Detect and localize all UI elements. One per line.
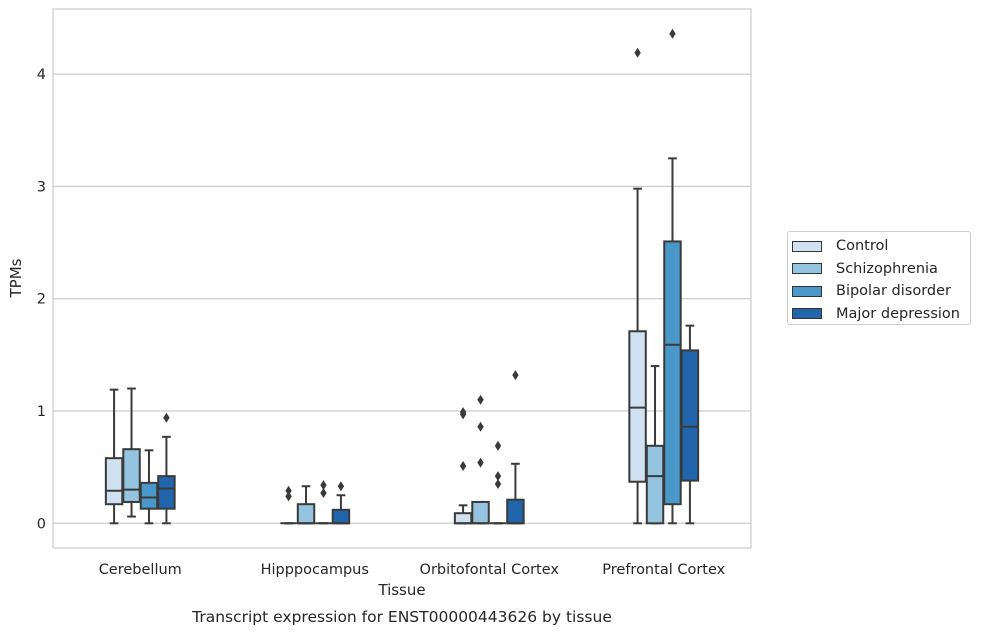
box-schizophrenia: [471, 394, 490, 525]
y-tick-label: 4: [37, 67, 46, 83]
outlier-point: [459, 461, 467, 472]
x-tick-label: Hipppocampus: [261, 562, 369, 578]
outlier-point: [477, 421, 484, 432]
box-schizophrenia: [296, 485, 316, 525]
y-tick-label: 0: [37, 516, 46, 532]
box-body: [680, 349, 700, 482]
x-tick-label: Cerebellum: [99, 562, 182, 578]
box-schizophrenia: [122, 387, 141, 518]
outlier-point: [459, 407, 467, 418]
legend-label: Bipolar disorder: [836, 283, 951, 300]
box-schizophrenia: [645, 365, 665, 525]
legend-swatch: [792, 285, 822, 297]
legend-label: Control: [836, 238, 889, 255]
box-body: [157, 475, 176, 510]
legend: Control Schizophrenia Bipolar disorder Majo…: [787, 231, 971, 325]
box-control: [104, 388, 124, 525]
outlier-point: [320, 487, 327, 498]
y-tick-label: 3: [37, 179, 46, 195]
legend-item: Major depression: [788, 303, 970, 326]
outlier-point: [477, 394, 484, 405]
y-tick-label: 1: [37, 404, 46, 420]
outlier-point: [337, 481, 345, 492]
x-axis-label: Tissue: [377, 581, 425, 599]
box-body: [122, 448, 141, 503]
x-tick-label: Prefrontal Cortex: [602, 562, 725, 578]
outlier-point: [477, 457, 484, 468]
y-tick-labels: 0 1 2 3 4: [37, 67, 46, 532]
box-bipolar-disorder: [489, 440, 507, 525]
y-tick-label: 2: [37, 292, 46, 308]
outlier-point: [320, 480, 327, 491]
box-body: [453, 512, 473, 525]
outlier-point: [634, 47, 641, 58]
box-bipolar-disorder: [139, 449, 159, 525]
box-major-depression: [680, 324, 700, 525]
legend-item: Bipolar disorder: [788, 280, 970, 303]
outlier-point: [669, 28, 676, 39]
box-body: [296, 503, 316, 525]
outlier-point: [512, 370, 519, 381]
x-tick-labels: Cerebellum Hipppocampus Orbitofontal Corte…: [99, 562, 726, 578]
outlier-point: [494, 471, 502, 482]
box-major-depression: [157, 412, 176, 525]
box-bipolar-disorder: [315, 480, 332, 525]
y-axis-label: TPMs: [7, 258, 25, 298]
box-major-depression: [331, 481, 351, 525]
legend-swatch: [792, 263, 822, 275]
box-control: [628, 47, 647, 525]
box-body: [331, 508, 351, 525]
box-body: [139, 481, 159, 510]
outlier-point: [163, 412, 170, 423]
box-body: [471, 500, 490, 525]
outlier-point: [285, 485, 292, 496]
box-body: [628, 330, 647, 483]
legend-item: Schizophrenia: [788, 258, 970, 281]
legend-item: Control: [788, 235, 970, 258]
box-control: [280, 485, 297, 525]
outlier-point: [494, 478, 502, 489]
box-body: [506, 498, 525, 525]
legend-label: Schizophrenia: [836, 260, 938, 277]
legend-swatch: [792, 308, 822, 320]
chart-title: Transcript expression for ENST0000044362…: [191, 608, 612, 626]
box-major-depression: [506, 370, 525, 525]
box-body: [645, 444, 665, 525]
box-body: [104, 457, 124, 506]
box-control: [453, 407, 473, 525]
outlier-point: [494, 440, 502, 451]
box-series: [104, 28, 700, 525]
legend-label: Major depression: [836, 305, 960, 322]
box-body: [663, 240, 682, 506]
outlier-point: [285, 491, 292, 502]
x-tick-label: Orbitofontal Cortex: [420, 562, 560, 578]
legend-swatch: [792, 240, 822, 252]
